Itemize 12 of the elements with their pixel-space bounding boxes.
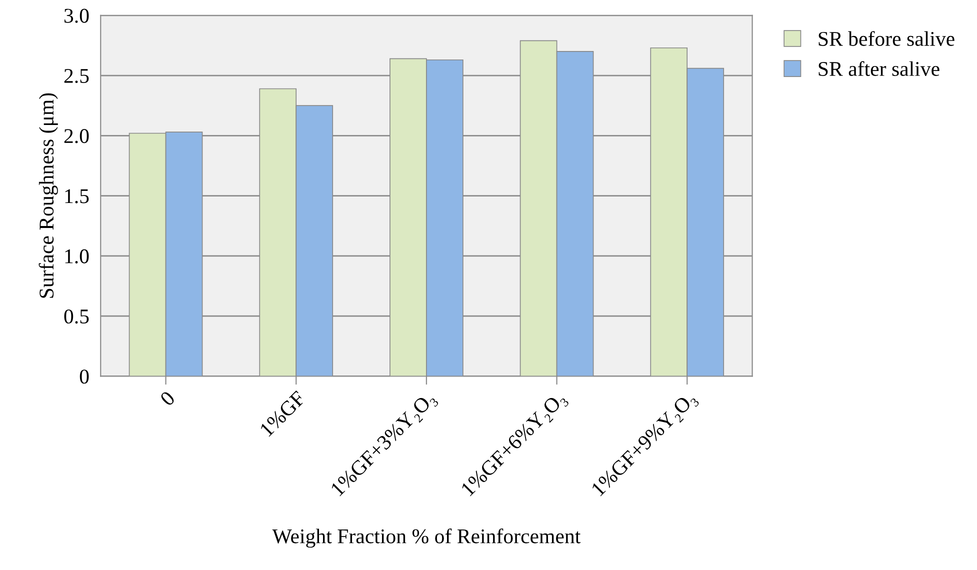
y-tick-label: 3.0 xyxy=(64,8,89,23)
x-axis-title: Weight Fraction % of Reinforcement xyxy=(272,528,581,548)
y-tick-label: 1.0 xyxy=(65,249,89,264)
y-tick-label: 2.0 xyxy=(64,129,89,144)
legend-label: SR before salive xyxy=(818,31,954,46)
y-axis-title: Surface Roughness (μm) xyxy=(38,93,58,298)
y-tick-label: 1.5 xyxy=(65,189,89,204)
legend-label: SR after salive xyxy=(818,61,940,76)
x-tick-label: 0 xyxy=(159,390,176,407)
y-tick-label: 0 xyxy=(80,370,89,384)
y-tick-label: 0.5 xyxy=(64,309,89,324)
y-tick-label: 2.5 xyxy=(64,68,89,84)
